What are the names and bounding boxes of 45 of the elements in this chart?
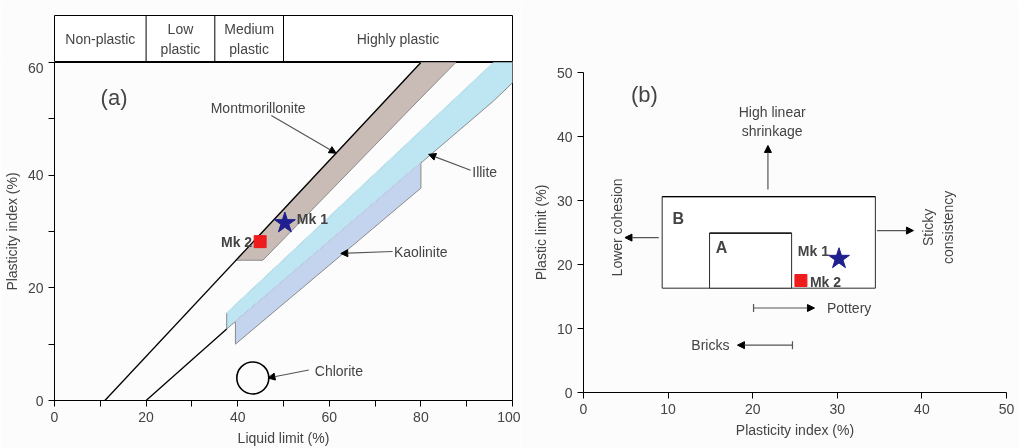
x-tick-label: 40 xyxy=(914,400,930,417)
x-tick-label: 0 xyxy=(50,408,59,425)
annotation: (b) xyxy=(630,81,658,107)
y-tick-label: 20 xyxy=(556,256,573,273)
x-tick-label: 100 xyxy=(497,408,521,425)
annotation: Illite xyxy=(472,164,498,181)
annotation: Kaolinite xyxy=(393,244,448,261)
x-tick-label: 60 xyxy=(321,408,338,425)
text: Non-plastic xyxy=(65,31,136,47)
x-tick-label: 50 xyxy=(998,400,1015,417)
annotation: Montmorillonite xyxy=(210,100,306,117)
x-tick-label: 20 xyxy=(744,400,761,417)
text: Medium plastic xyxy=(224,21,275,57)
text: Highly plastic xyxy=(356,31,440,47)
y-tick-label: 30 xyxy=(556,192,573,209)
annotation: Sticky consistency xyxy=(920,190,956,264)
y-tick-label: 60 xyxy=(27,59,44,76)
x-axis-title: Liquid limit (%) xyxy=(237,429,330,446)
x-tick-label: 80 xyxy=(413,408,429,425)
annotation: B xyxy=(672,210,684,228)
x-tick-label: 40 xyxy=(229,408,246,425)
y-tick-label: 40 xyxy=(27,167,44,184)
text: Low plastic xyxy=(160,21,201,57)
series-label: Mk 2 xyxy=(221,233,253,250)
y-tick-label: 40 xyxy=(556,128,573,145)
x-axis-title: Plasticity index (%) xyxy=(735,421,855,438)
annotation: Lower cohesion xyxy=(609,178,626,277)
annotation: A xyxy=(715,238,728,256)
series-label: Mk 2 xyxy=(809,273,842,290)
x-tick-label: 10 xyxy=(660,400,677,417)
series-label: Mk 1 xyxy=(797,242,830,259)
x-tick-label: 20 xyxy=(138,408,155,425)
y-tick-label: 20 xyxy=(27,279,44,296)
annotation: High linear shrinkage xyxy=(738,103,806,139)
annotation: Pottery xyxy=(826,300,872,317)
annotation: (a) xyxy=(100,84,128,110)
x-tick-label: 0 xyxy=(579,400,588,417)
y-axis-title: Plasticity index (%) xyxy=(3,172,20,291)
x-tick-label: 30 xyxy=(829,400,846,417)
y-tick-label: 50 xyxy=(556,64,573,81)
annotation: Bricks xyxy=(691,337,730,354)
y-tick-label: 0 xyxy=(564,384,573,401)
y-axis-title: Plastic limit (%) xyxy=(532,184,549,281)
y-tick-label: 10 xyxy=(556,320,573,337)
annotation: Chlorite xyxy=(314,362,364,379)
